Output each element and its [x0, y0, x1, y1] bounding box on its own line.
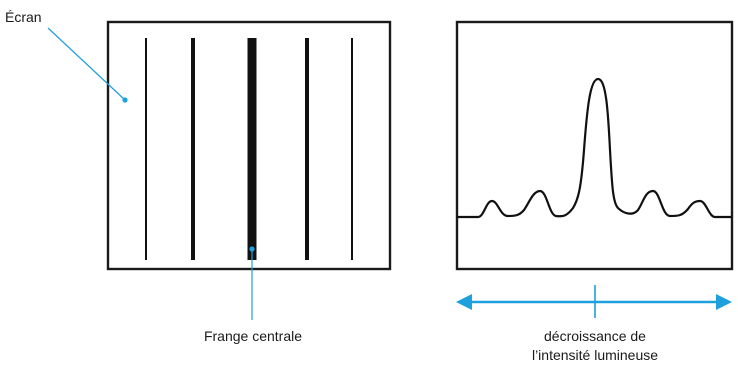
screen-leader-dot — [122, 97, 128, 103]
screen-panel — [106, 20, 392, 271]
screen-label: Écran — [5, 9, 42, 25]
intensity-curve — [457, 77, 732, 219]
screen-leader-line — [47, 27, 126, 101]
intensity-label-line1: décroissance de — [544, 328, 646, 344]
arrow-right-head — [716, 294, 732, 310]
intensity-panel — [455, 20, 734, 271]
intensity-label-line2: l’intensité lumineuse — [532, 347, 658, 363]
central-fringe-label: Frange centrale — [204, 328, 302, 344]
arrow-left-head — [456, 294, 472, 310]
intensity-frame — [455, 20, 734, 271]
intensity-double-arrow — [456, 285, 732, 318]
